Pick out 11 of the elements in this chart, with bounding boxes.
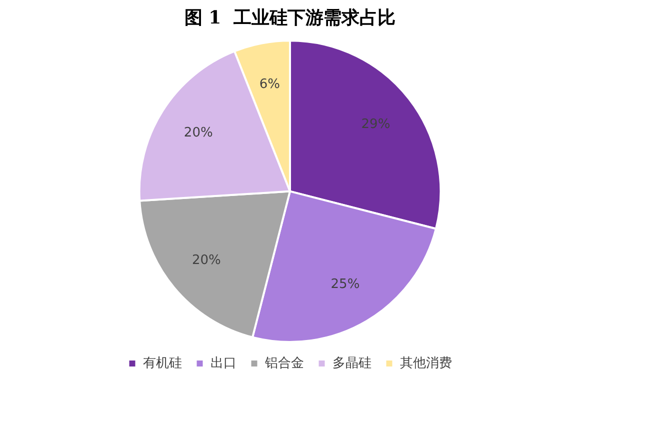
data-label: 6% <box>259 77 280 92</box>
legend-label: 出口 <box>210 356 236 371</box>
legend-label: 有机硅 <box>142 356 182 371</box>
legend-label: 铝合金 <box>264 356 304 371</box>
chart-title: 图 1 工业硅下游需求占比 <box>184 7 396 28</box>
data-label: 20% <box>184 126 213 141</box>
data-label: 20% <box>192 252 221 268</box>
data-label: 25% <box>330 277 360 292</box>
data-label: 29% <box>361 117 390 132</box>
legend-label: 其他消费 <box>400 356 452 371</box>
legend-label: 多晶硅 <box>332 356 372 371</box>
